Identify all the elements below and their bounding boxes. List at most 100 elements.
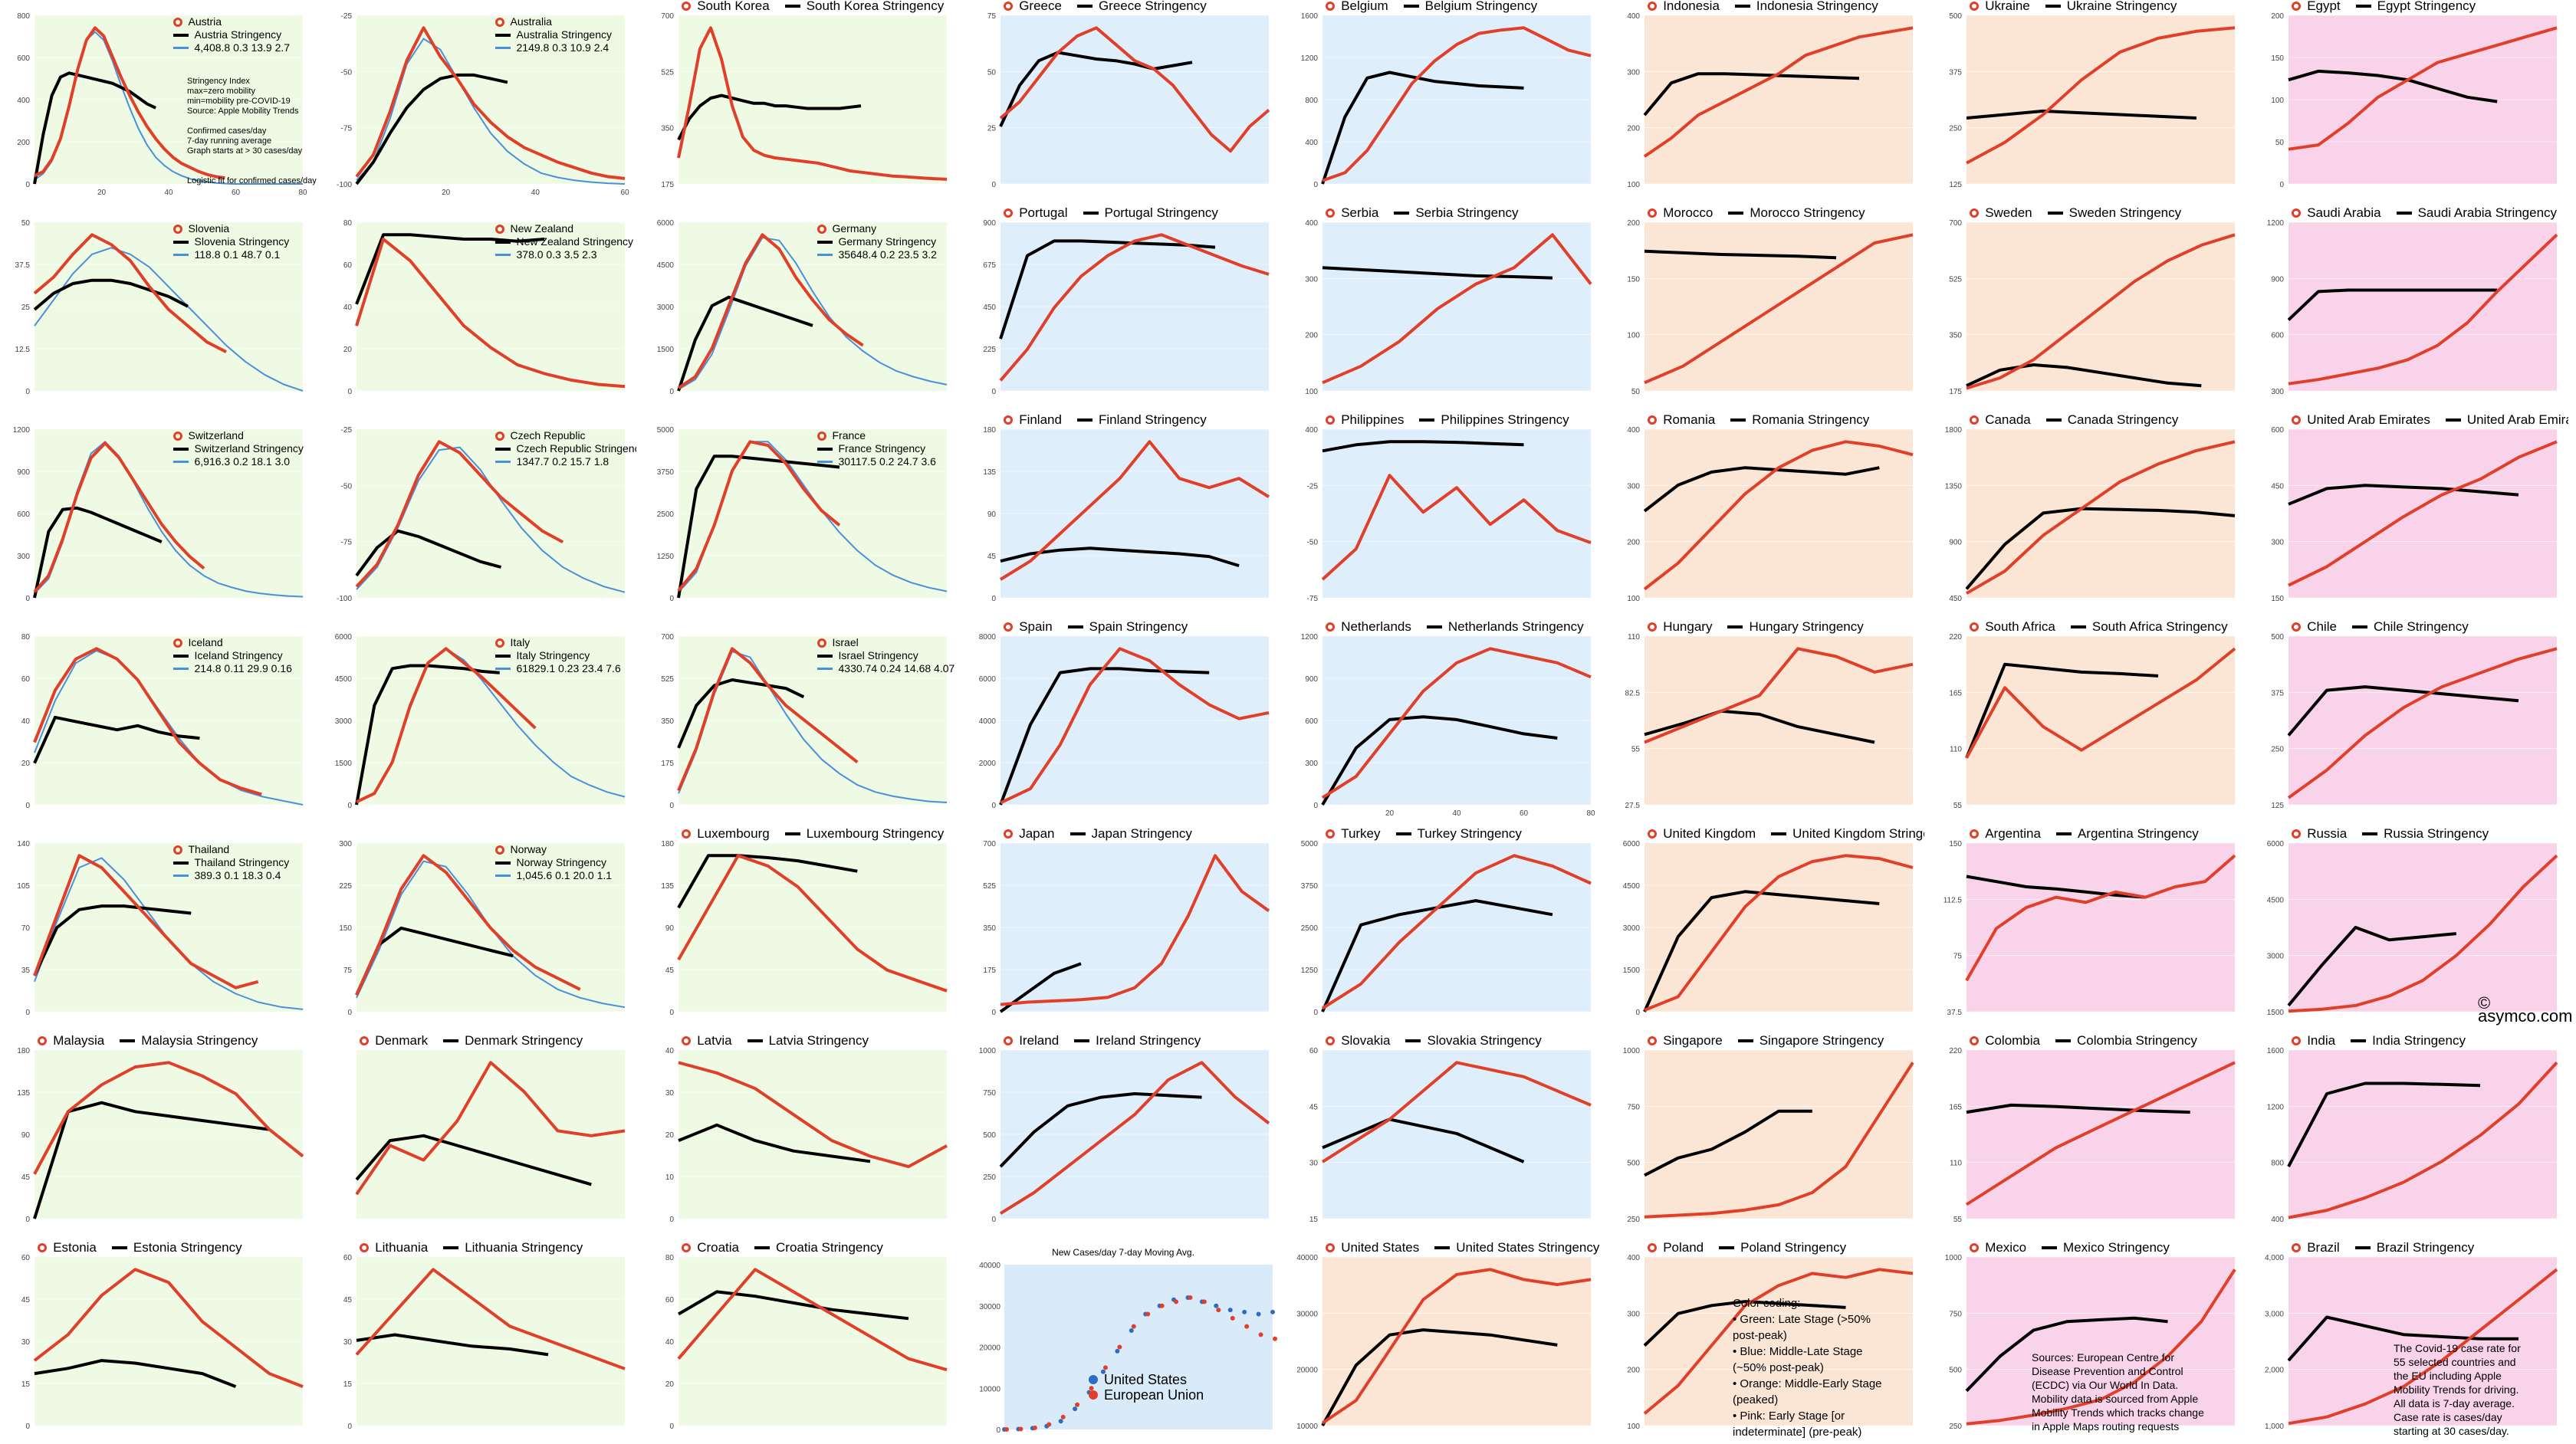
fit-parameters: 4,408.8 0.3 13.9 2.7 <box>194 41 291 54</box>
series-name: Switzerland <box>188 429 244 441</box>
eu-point <box>1273 1336 1277 1341</box>
stringency-legend-marker <box>1403 5 1419 8</box>
chart-svg: 180 135 90 45 0 <box>983 426 1270 603</box>
series-name: Hungary <box>1663 621 1713 634</box>
y-tick-label: 525 <box>983 882 996 891</box>
legend: Malaysia Malaysia Stringency <box>38 1035 258 1049</box>
chart-svg: 400 300 200 100 <box>1627 426 1914 603</box>
y-tick-label: 300 <box>2271 539 2284 547</box>
fit-parameters: 6,916.3 0.2 18.1 3.0 <box>194 455 291 468</box>
y-tick-label: 110 <box>1628 633 1640 642</box>
cases-line <box>33 441 205 593</box>
chart-panel-austria: 800 600 400 200 0 20 40 60 80 Austria Austria Stri… <box>0 0 314 199</box>
cases-line <box>677 647 859 792</box>
y-tick-label: -25 <box>341 12 353 21</box>
stringency-line <box>677 678 805 749</box>
stringency-line <box>356 1333 549 1357</box>
y-tick-label: 3750 <box>657 468 675 477</box>
stringency-legend-marker <box>172 861 189 865</box>
series-name: Poland <box>1663 1242 1704 1255</box>
chart-panel-portugal: 900 675 450 225 0 Portugal Portugal Stringency <box>966 207 1280 406</box>
fit-parameters: 35648.4 0.2 23.5 3.2 <box>838 248 937 261</box>
cases-legend-marker <box>682 1243 692 1252</box>
cases-line <box>355 1268 626 1370</box>
y-tick-label: 6000 <box>1623 840 1641 848</box>
eu-point <box>1201 1299 1207 1305</box>
chart-svg: 1200 900 600 300 0 20 40 60 80 <box>1301 633 1595 818</box>
chart-svg: 1600 1200 800 400 <box>2267 1047 2558 1224</box>
y-tick-label: 0 <box>25 181 30 189</box>
cases-legend-marker <box>495 638 504 648</box>
stringency-legend-marker <box>172 447 189 451</box>
chart-svg: 220 165 110 55 <box>1949 633 2236 810</box>
cases-legend-marker <box>1004 208 1014 218</box>
cases-legend-marker <box>172 845 182 855</box>
chart-svg: 150 112.5 75 37.5 <box>1944 840 2236 1017</box>
fit-parameters: 4330.74 0.24 14.68 4.07 <box>838 662 955 674</box>
fit-parameters: 389.3 0.1 18.3 0.4 <box>194 869 281 881</box>
chart-svg: 1200 900 600 300 0 <box>13 426 304 603</box>
cases-legend-marker <box>172 224 182 234</box>
stringency-line <box>678 1123 871 1163</box>
series-name: New Zealand Stringency <box>516 235 634 248</box>
chart-panel-norway: 300 225 150 75 0 Norway Norway Stringency 1,045… <box>322 828 636 1027</box>
series-name: Egypt Stringency <box>2377 0 2476 13</box>
y-tick-label: 0 <box>991 181 996 189</box>
chart-svg: 1600 1200 800 400 0 <box>1301 12 1592 189</box>
eu-point <box>1032 1425 1037 1430</box>
fit-legend-marker <box>495 254 511 256</box>
stringency-line <box>677 854 858 909</box>
y-tick-label: 180 <box>17 1047 30 1055</box>
y-tick-label: 300 <box>1305 275 1318 284</box>
stringency-line <box>33 506 163 599</box>
stringency-legend-marker <box>816 654 833 658</box>
chart-svg: 4,000 3,000 2,000 1,000 <box>2265 1254 2558 1431</box>
y-tick-label: 4000 <box>979 717 997 726</box>
legend: United States European Union <box>1089 1372 1204 1403</box>
cases-line <box>2288 233 2558 386</box>
stringency-legend-marker <box>1426 625 1442 628</box>
cases-line <box>1643 440 1914 591</box>
us-point <box>1256 1311 1261 1317</box>
y-tick-label: 45 <box>1309 1103 1319 1111</box>
y-tick-label: 1000 <box>979 1047 997 1055</box>
cases-line <box>999 233 1270 382</box>
y-tick-label: 250 <box>1949 1423 1962 1431</box>
chart-panel-united-kingdom: 6000 4500 3000 1500 0 United Kingdom United Ki… <box>1610 828 1924 1027</box>
y-tick-label: 4500 <box>335 675 353 684</box>
y-tick-label: 900 <box>1949 539 1962 547</box>
y-tick-label: 60 <box>665 1296 675 1305</box>
cases-legend-marker <box>495 845 504 855</box>
legend: Colombia Colombia Stringency <box>1970 1035 2197 1049</box>
y-tick-label: -100 <box>337 181 352 189</box>
y-tick-label: 700 <box>661 633 674 642</box>
cases-legend-marker <box>1648 415 1658 425</box>
y-tick-label: 4500 <box>1623 882 1641 891</box>
y-tick-label: 5000 <box>1301 840 1319 848</box>
chart-panel-brazil: 4,000 3,000 2,000 1,000 Brazil Brazil Stringe… <box>2254 1242 2568 1441</box>
chart-svg: 1000 750 500 250 0 <box>979 1047 1270 1224</box>
stringency-legend-marker <box>443 1039 459 1042</box>
series-name: South Africa <box>1985 621 2055 634</box>
series-name: Thailand Stringency <box>194 856 290 868</box>
stringency-line <box>355 1134 592 1186</box>
y-tick-label: 0 <box>996 1426 1001 1435</box>
stringency-line <box>1965 507 2236 590</box>
chart-panel-switzerland: 1200 900 600 300 0 Switzerland Switzerland Str… <box>0 414 314 613</box>
us-point <box>1270 1309 1275 1314</box>
y-tick-label: 6000 <box>657 219 675 228</box>
y-tick-label: 500 <box>2271 633 2284 642</box>
eu-point <box>1145 1311 1151 1317</box>
chart-svg: 400 300 200 100 <box>1627 1254 1914 1431</box>
cases-legend-marker <box>1004 1036 1014 1045</box>
series-name: Turkey Stringency <box>1417 828 1522 841</box>
y-tick-label: 45 <box>987 553 997 561</box>
series-name: Luxembourg <box>697 828 770 841</box>
cases-line <box>2288 1061 2558 1219</box>
y-tick-label: 110 <box>1950 746 1962 754</box>
chart-panel-south-korea: 700 525 350 175 South Korea South Korea Strin… <box>644 0 958 199</box>
legend: Spain Spain Stringency <box>1004 621 1188 635</box>
chart-panel-lithuania: 60 45 30 15 0 Lithuania Lithuania Stringency <box>322 1242 636 1441</box>
stringency-line <box>1966 363 2202 388</box>
cases-line <box>1965 854 2236 982</box>
